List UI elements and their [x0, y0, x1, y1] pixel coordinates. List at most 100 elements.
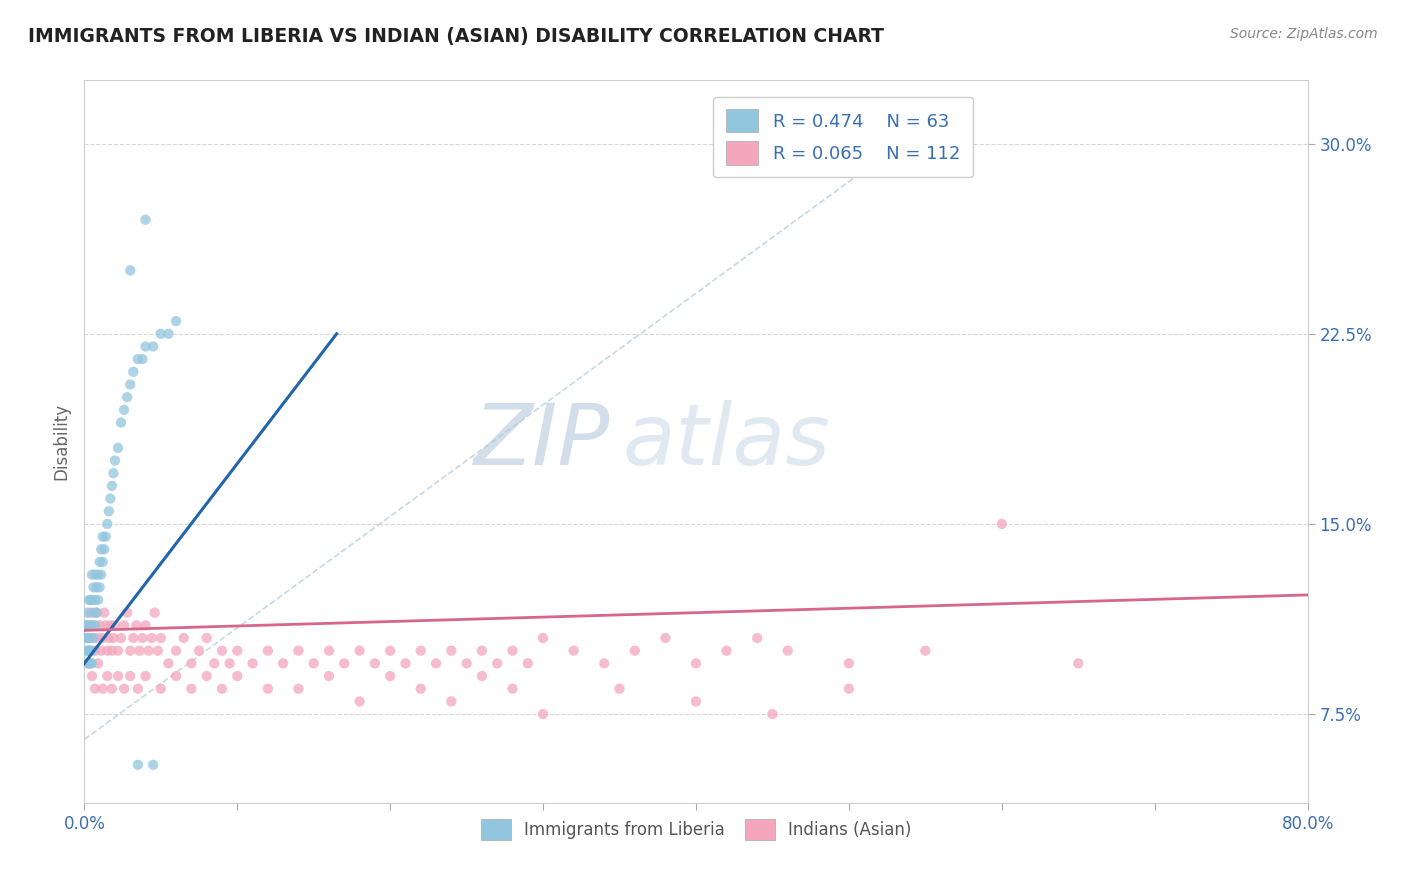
- Point: [218, 657, 240, 671]
- Point: [84, 681, 107, 696]
- Point: [91, 681, 114, 696]
- Point: [76, 657, 98, 671]
- Point: [609, 681, 631, 696]
- Point: [685, 694, 707, 708]
- Point: [149, 681, 172, 696]
- Point: [101, 479, 124, 493]
- Point: [120, 377, 142, 392]
- Point: [776, 643, 799, 657]
- Point: [131, 352, 153, 367]
- Point: [76, 643, 98, 657]
- Point: [79, 643, 101, 657]
- Point: [76, 606, 98, 620]
- Y-axis label: Disability: Disability: [52, 403, 70, 480]
- Point: [91, 555, 114, 569]
- Point: [531, 707, 554, 722]
- Point: [127, 681, 149, 696]
- Point: [165, 643, 187, 657]
- Point: [716, 643, 738, 657]
- Point: [96, 516, 118, 531]
- Point: [77, 618, 100, 632]
- Point: [318, 643, 340, 657]
- Point: [112, 681, 135, 696]
- Point: [107, 441, 129, 455]
- Point: [75, 618, 97, 632]
- Point: [76, 631, 98, 645]
- Point: [80, 669, 103, 683]
- Point: [202, 657, 225, 671]
- Point: [90, 542, 112, 557]
- Point: [120, 643, 142, 657]
- Point: [77, 643, 100, 657]
- Point: [302, 657, 325, 671]
- Point: [380, 669, 402, 683]
- Text: IMMIGRANTS FROM LIBERIA VS INDIAN (ASIAN) DISABILITY CORRELATION CHART: IMMIGRANTS FROM LIBERIA VS INDIAN (ASIAN…: [28, 27, 884, 45]
- Point: [96, 669, 118, 683]
- Point: [271, 657, 294, 671]
- Text: Source: ZipAtlas.com: Source: ZipAtlas.com: [1230, 27, 1378, 41]
- Point: [79, 657, 101, 671]
- Point: [84, 593, 107, 607]
- Point: [112, 618, 135, 632]
- Point: [471, 669, 494, 683]
- Point: [87, 631, 110, 645]
- Text: ZIP: ZIP: [474, 400, 610, 483]
- Point: [98, 491, 121, 506]
- Point: [87, 567, 110, 582]
- Point: [80, 657, 103, 671]
- Point: [257, 681, 280, 696]
- Point: [77, 593, 100, 607]
- Legend: Immigrants from Liberia, Indians (Asian): Immigrants from Liberia, Indians (Asian): [472, 811, 920, 848]
- Point: [77, 631, 100, 645]
- Point: [97, 631, 120, 645]
- Point: [562, 643, 585, 657]
- Point: [135, 212, 157, 227]
- Point: [93, 542, 115, 557]
- Point: [75, 618, 97, 632]
- Point: [84, 618, 107, 632]
- Point: [502, 643, 524, 657]
- Point: [1067, 657, 1090, 671]
- Point: [120, 669, 142, 683]
- Point: [77, 657, 100, 671]
- Point: [83, 606, 105, 620]
- Point: [157, 657, 180, 671]
- Point: [242, 657, 264, 671]
- Point: [110, 631, 132, 645]
- Point: [409, 643, 432, 657]
- Point: [257, 643, 280, 657]
- Point: [516, 657, 538, 671]
- Point: [80, 567, 103, 582]
- Point: [80, 593, 103, 607]
- Point: [75, 631, 97, 645]
- Point: [287, 643, 309, 657]
- Point: [394, 657, 416, 671]
- Point: [103, 631, 125, 645]
- Point: [131, 631, 153, 645]
- Point: [91, 631, 114, 645]
- Point: [104, 453, 127, 467]
- Point: [226, 669, 249, 683]
- Point: [502, 681, 524, 696]
- Point: [93, 606, 115, 620]
- Point: [456, 657, 478, 671]
- Point: [77, 657, 100, 671]
- Point: [125, 618, 148, 632]
- Point: [654, 631, 676, 645]
- Point: [188, 643, 211, 657]
- Point: [157, 326, 180, 341]
- Point: [128, 643, 150, 657]
- Point: [80, 618, 103, 632]
- Point: [127, 352, 149, 367]
- Point: [914, 643, 936, 657]
- Point: [94, 618, 117, 632]
- Text: atlas: atlas: [623, 400, 831, 483]
- Point: [77, 643, 100, 657]
- Point: [86, 606, 108, 620]
- Point: [138, 643, 160, 657]
- Point: [211, 643, 233, 657]
- Point: [146, 643, 169, 657]
- Point: [165, 314, 187, 328]
- Point: [94, 530, 117, 544]
- Point: [318, 669, 340, 683]
